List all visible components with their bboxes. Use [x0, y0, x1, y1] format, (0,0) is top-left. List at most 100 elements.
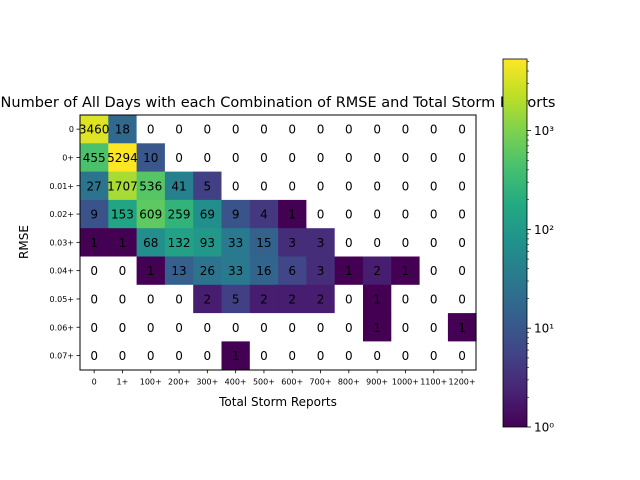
heatmap-cell [221, 228, 251, 257]
heatmap-cell [306, 313, 336, 342]
colorbar [502, 58, 528, 428]
cell-value-label: 0 [260, 179, 268, 193]
cell-value-label: 33 [228, 236, 243, 250]
y-tick-label: 0 [69, 125, 74, 134]
heatmap-cell [80, 171, 109, 201]
y-tick-label: 0.03+ [49, 238, 74, 247]
cell-value-label: 2 [288, 292, 296, 306]
x-tick-label: 0 [92, 378, 97, 387]
cell-value-label: 1 [373, 321, 381, 335]
heatmap-cell [391, 171, 420, 201]
heatmap-cell [334, 171, 364, 201]
y-tick-label: 0.01+ [49, 182, 74, 191]
heatmap-cell [447, 256, 477, 286]
cell-value-label: 0 [317, 179, 325, 193]
heatmap-cell [249, 143, 279, 172]
cell-value-label: 0 [90, 349, 98, 363]
heatmap-cell [447, 171, 477, 201]
cell-value-label: 3460 [79, 123, 110, 137]
cell-value-label: 0 [345, 151, 353, 165]
x-axis-label: Total Storm Reports [218, 395, 337, 409]
heatmap-cell [334, 115, 364, 144]
cell-value-label: 10 [143, 151, 158, 165]
cell-value-label: 0 [260, 151, 268, 165]
heatmap-cell [447, 143, 477, 172]
cell-value-label: 0 [90, 264, 98, 278]
heatmap-cell [306, 115, 336, 144]
cell-value-label: 0 [430, 264, 438, 278]
heatmap-cell [80, 313, 109, 342]
heatmap-cell [306, 341, 336, 371]
cell-value-label: 0 [232, 151, 240, 165]
x-tick-label: 700+ [310, 378, 332, 387]
cell-value-label: 0 [402, 321, 410, 335]
y-tick-label: 0+ [62, 153, 74, 162]
heatmap-cell [447, 199, 477, 229]
cell-value-label: 68 [143, 236, 158, 250]
cell-value-label: 0 [90, 321, 98, 335]
cell-value-label: 4 [260, 208, 268, 222]
cell-value-label: 3 [317, 264, 325, 278]
heatmap-cell [108, 143, 137, 172]
cell-value-label: 0 [458, 151, 466, 165]
heatmap-cell [419, 115, 449, 144]
heatmap-cell [193, 199, 222, 229]
heatmap-cell [249, 284, 279, 314]
cell-value-label: 0 [430, 349, 438, 363]
cell-value-label: 0 [373, 123, 381, 137]
cell-value-label: 1 [288, 208, 296, 222]
cell-value-label: 0 [458, 179, 466, 193]
cell-value-label: 0 [90, 292, 98, 306]
cell-value-label: 0 [317, 321, 325, 335]
x-tick-label: 600+ [281, 378, 303, 387]
cell-value-label: 0 [345, 292, 353, 306]
cell-value-label: 0 [232, 179, 240, 193]
heatmap-cell [278, 171, 307, 201]
heatmap-cell [306, 256, 336, 286]
heatmap-cell [334, 341, 364, 371]
cell-value-label: 2 [260, 292, 268, 306]
heatmap-cell [164, 143, 194, 172]
cell-value-label: 15 [256, 236, 271, 250]
heatmap-cell [80, 115, 109, 144]
cell-value-label: 0 [430, 151, 438, 165]
cell-value-label: 5 [232, 292, 240, 306]
cell-value-label: 0 [147, 349, 155, 363]
x-axis-ticks: 0 1+ 100+ 200+ 300+ 400+ 500+ 600+ 700+ 800+ 900+ 1… [92, 369, 476, 387]
heatmap-cell [334, 228, 364, 257]
cell-value-label: 2 [204, 292, 212, 306]
cell-value-label: 16 [256, 264, 271, 278]
cell-value-label: 609 [139, 208, 162, 222]
cell-value-label: 0 [119, 349, 127, 363]
colorbar-tick-label: 10¹ [534, 322, 554, 336]
heatmap-cell [391, 228, 420, 257]
colorbar-ticks: 10⁰ 10¹ 10² 10³ [527, 61, 554, 435]
cell-value-label: 0 [430, 123, 438, 137]
heatmap-cell [447, 284, 477, 314]
cell-value-label: 2 [373, 264, 381, 278]
x-tick-label: 500+ [253, 378, 275, 387]
cell-value-label: 9 [232, 208, 240, 222]
cell-value-label: 1 [373, 292, 381, 306]
cell-value-label: 0 [402, 123, 410, 137]
cell-value-label: 0 [288, 349, 296, 363]
heatmap-cell [278, 115, 307, 144]
cell-value-label: 0 [430, 236, 438, 250]
y-axis-label: RMSE [17, 225, 31, 259]
heatmap-cell [419, 171, 449, 201]
heatmap-cell [447, 115, 477, 144]
heatmap-cell [164, 171, 194, 201]
colorbar-tick-label: 10³ [534, 124, 554, 138]
heatmap-cell [80, 341, 109, 371]
cell-value-label: 0 [119, 264, 127, 278]
heatmap-cell [136, 143, 166, 172]
cell-value-label: 0 [288, 321, 296, 335]
heatmap-cell [193, 256, 222, 286]
x-tick-label: 1200+ [449, 378, 476, 387]
heatmap-cell [419, 143, 449, 172]
heatmap-cell [278, 284, 307, 314]
heatmap-cell [108, 256, 137, 286]
cell-value-label: 0 [288, 151, 296, 165]
heatmap-cell [221, 341, 251, 371]
